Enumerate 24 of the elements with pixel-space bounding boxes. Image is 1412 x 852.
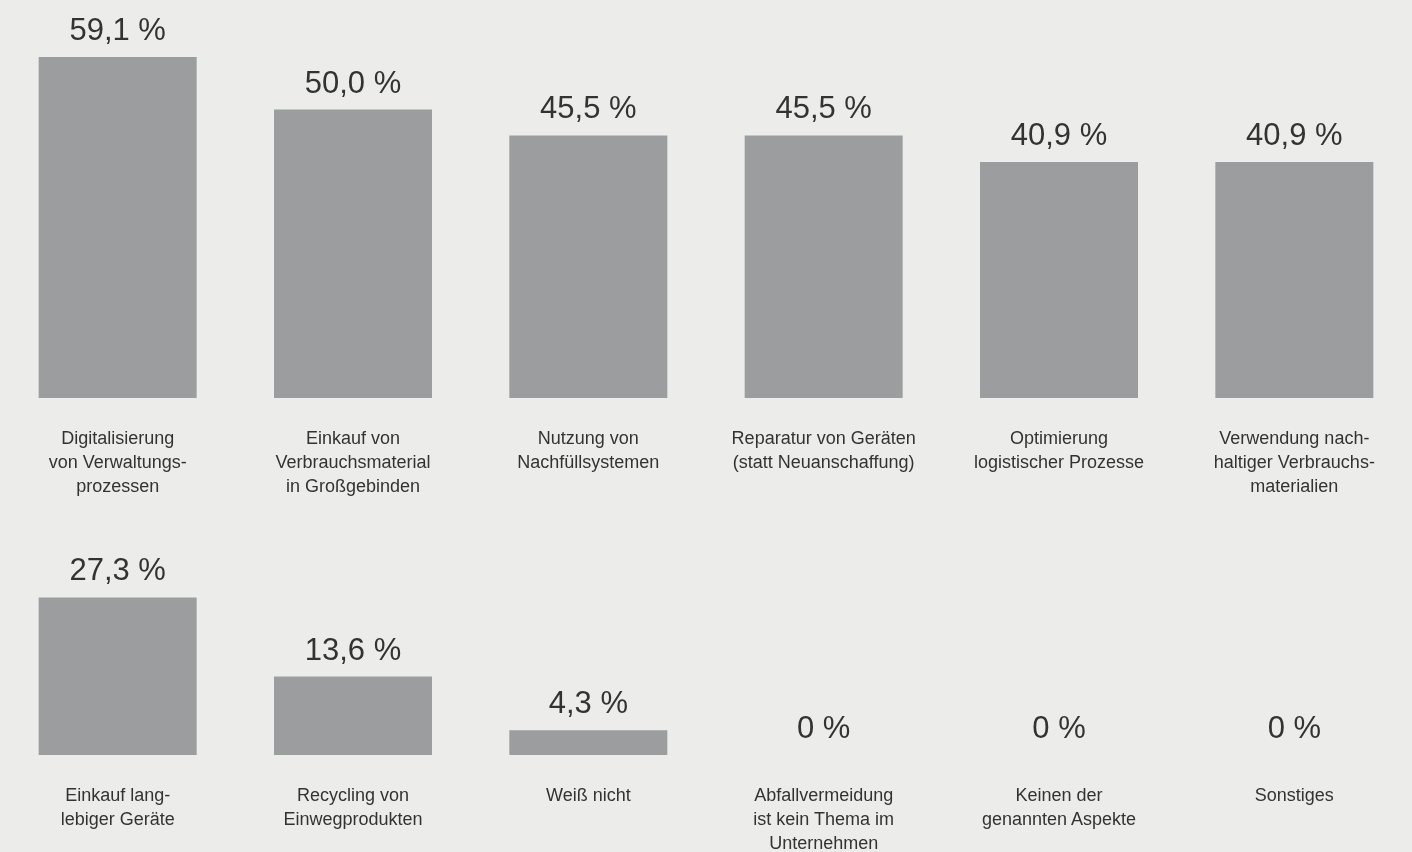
data-label: 13,6 %: [304, 631, 402, 667]
data-label: 4,3 %: [548, 685, 628, 721]
data-label: 0 %: [1267, 710, 1322, 745]
x-tick-label: Abfallvermeidung ist kein Thema im Unternehmen: [753, 785, 895, 852]
data-label: 27,3 %: [69, 552, 166, 588]
data-label: 45,5 %: [775, 90, 872, 126]
x-tick-label: Sonstiges: [1254, 785, 1334, 805]
data-label: 40,9 %: [1010, 117, 1108, 153]
x-tick-label: Keinen der genannten Aspekte: [981, 785, 1137, 829]
x-tick-label: Reparatur von Geräten (statt Neuanschaffung): [731, 428, 916, 472]
x-tick-label: Recycling von Einwegprodukten: [283, 785, 423, 829]
data-label: 50,0 %: [304, 64, 402, 100]
x-tick-label: Verwendung nach- haltiger Verbrauchs- materialien: [1213, 428, 1375, 496]
x-tick-label: Einkauf lang- lebiger Geräte: [60, 785, 175, 829]
data-label: 0 %: [796, 710, 851, 745]
x-tick-label: Nutzung von Nachfüllsystemen: [517, 428, 660, 472]
x-tick-label: Digitalisierung von Verwaltungs- prozessen: [48, 428, 187, 496]
data-label: 59,1 %: [69, 11, 166, 47]
data-label: 0 %: [1032, 710, 1086, 745]
x-tick-label: Optimierung logistischer Prozesse: [973, 428, 1145, 472]
x-tick-label: Weiß nicht: [545, 785, 631, 805]
data-label: 45,5 %: [540, 90, 637, 126]
x-tick-label: Einkauf von Verbrauchsmaterial in Großgebinden: [275, 428, 431, 496]
data-label: 40,9 %: [1246, 117, 1343, 153]
